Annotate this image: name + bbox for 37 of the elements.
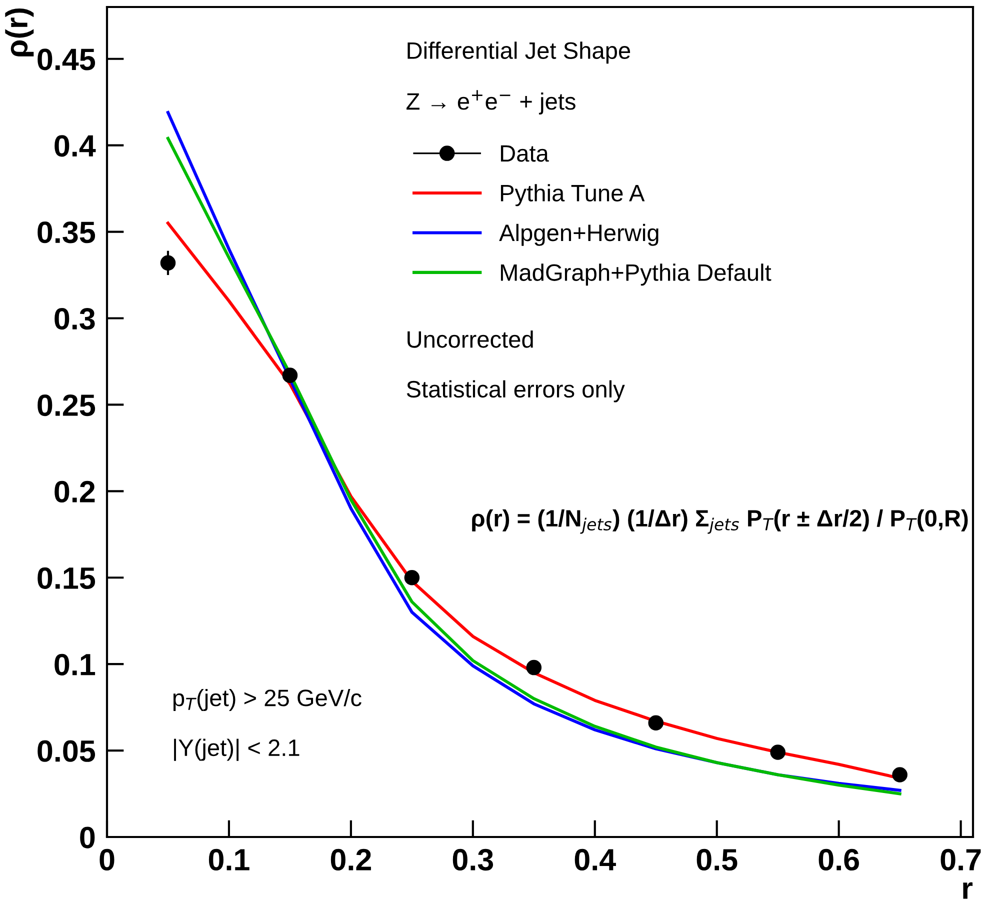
x-tick-label: 0.5 — [696, 848, 738, 871]
x-tick-label: 0.4 — [574, 848, 616, 871]
x-tick-label: 0.3 — [452, 848, 494, 871]
annotation: |Y(jet)| < 2.1 — [174, 738, 300, 761]
y-tick-label: 0.15 — [38, 567, 96, 589]
x-axis-title: r — [963, 882, 973, 899]
y-tick-label: 0.45 — [38, 48, 96, 70]
legend-label: Data — [500, 145, 549, 162]
point — [770, 744, 786, 760]
annotation: Statistical errors only — [406, 380, 625, 402]
point — [892, 767, 908, 782]
annotation: Z → e$^{+}$e$^{−}$ + jets — [406, 90, 576, 114]
point — [404, 570, 420, 586]
y-tick-label: 0.3 — [54, 308, 95, 330]
legend-label: MadGraph+Pythia Default — [500, 264, 772, 286]
y-tick-label: 0.4 — [54, 135, 96, 157]
y-tick-label: 0.1 — [54, 654, 96, 676]
x-tick-label: 0.2 — [330, 848, 371, 871]
point — [282, 368, 298, 383]
point — [648, 715, 664, 731]
y-tick-label: 0.25 — [38, 394, 96, 416]
annotation: Differential Jet Shape — [408, 42, 630, 64]
y-axis-title: ρ(r) — [5, 8, 34, 56]
x-tick-label: 0.6 — [818, 848, 859, 871]
y-tick-label: 0.35 — [38, 222, 96, 244]
y-tick-label: 0.05 — [38, 740, 96, 762]
point — [526, 660, 542, 676]
legend-label: Pythia Tune A — [500, 184, 645, 206]
legend-label: Alpgen+Herwig — [499, 224, 658, 246]
x-tick-label: 0 — [100, 848, 114, 871]
x-tick-label: 0.1 — [208, 848, 250, 871]
text: ρ(r) = (1/N$_{jets}$) (1/Δr) Σ$_{jets}$ P$_{T}$(r ± Δr/2) / P$_{T}$(0,R) — [472, 509, 968, 534]
y-tick-label: 0.2 — [54, 480, 95, 503]
annotation: Uncorrected — [408, 330, 533, 348]
y-tick-label: 0 — [80, 826, 95, 848]
annotation: p$_{T}$(jet) > 25 GeV/c — [173, 688, 362, 711]
x-tick-label: 0.7 — [940, 848, 981, 871]
